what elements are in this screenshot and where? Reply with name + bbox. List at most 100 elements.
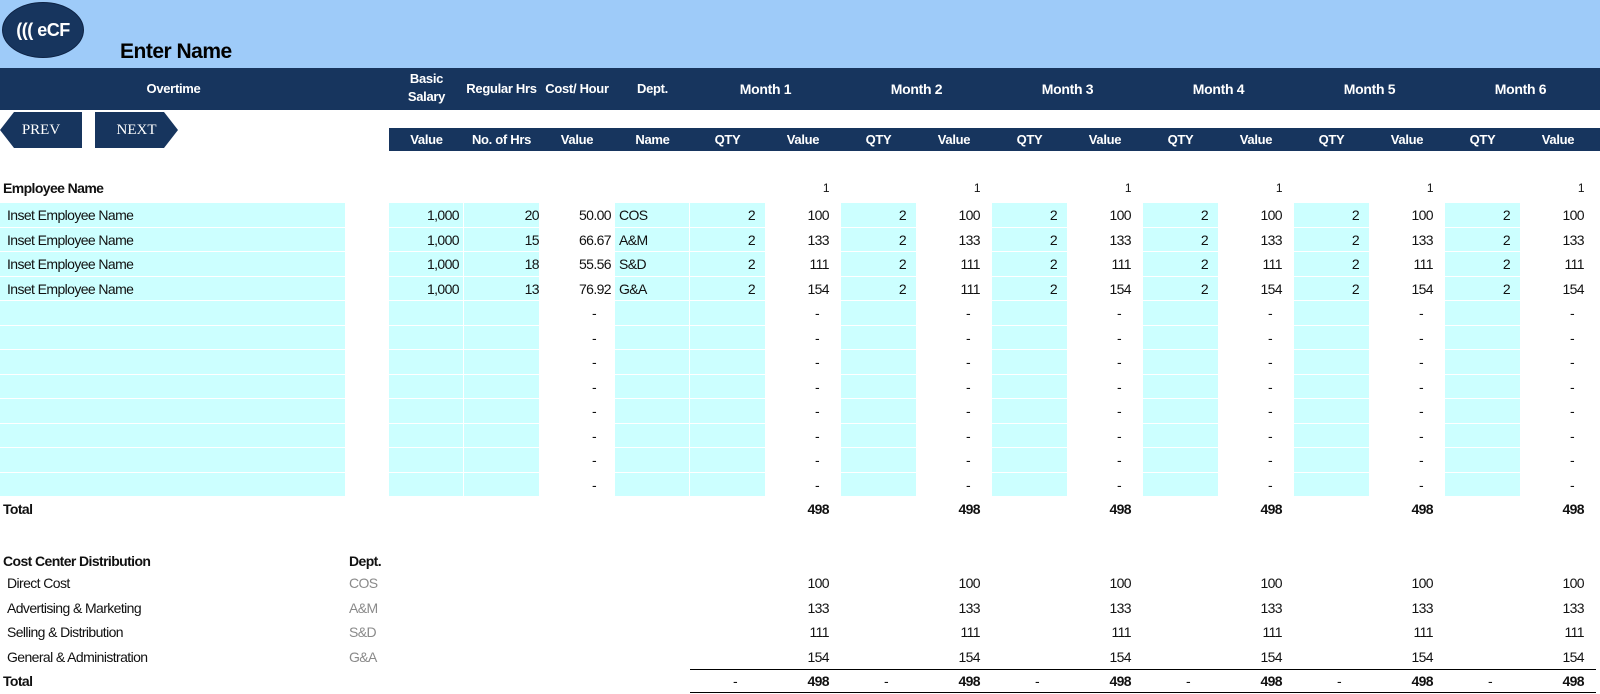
qty-value[interactable]: 2 [898, 256, 907, 272]
regular-hours-value[interactable]: 18 [524, 256, 540, 272]
qty-cell[interactable] [1445, 399, 1520, 424]
basic-salary-value[interactable]: 1,000 [426, 231, 460, 248]
employee-name-cell[interactable] [0, 301, 345, 326]
salary-cell[interactable] [389, 399, 463, 424]
qty-value[interactable]: 2 [898, 207, 907, 223]
qty-cell[interactable] [841, 203, 916, 228]
employee-name-cell[interactable] [0, 350, 345, 375]
qty-value[interactable]: 2 [1502, 280, 1511, 297]
hours-cell[interactable] [464, 203, 539, 228]
basic-salary-value[interactable]: 1,000 [426, 280, 460, 297]
qty-cell[interactable] [841, 325, 916, 350]
dept-cell[interactable] [615, 325, 689, 350]
qty-cell[interactable] [690, 399, 765, 424]
employee-name-cell[interactable] [0, 399, 345, 424]
qty-cell[interactable] [1143, 325, 1218, 350]
qty-cell[interactable] [1143, 423, 1218, 448]
regular-hours-value[interactable]: 20 [524, 207, 540, 223]
qty-cell[interactable] [1294, 252, 1369, 277]
hours-cell[interactable] [464, 350, 539, 375]
hours-cell[interactable] [464, 472, 539, 497]
qty-cell[interactable] [1143, 252, 1218, 277]
qty-value[interactable]: 2 [898, 231, 907, 248]
qty-cell[interactable] [841, 448, 916, 473]
qty-cell[interactable] [1445, 350, 1520, 375]
qty-cell[interactable] [1445, 252, 1520, 277]
qty-cell[interactable] [1294, 374, 1369, 399]
hours-cell[interactable] [464, 276, 539, 301]
qty-cell[interactable] [1143, 227, 1218, 252]
qty-value[interactable]: 2 [747, 231, 756, 248]
salary-cell[interactable] [389, 203, 463, 228]
next-button[interactable]: NEXT [95, 112, 178, 148]
dept-cell[interactable] [615, 252, 689, 277]
qty-cell[interactable] [1294, 448, 1369, 473]
employee-name[interactable]: Inset Employee Name [7, 280, 134, 297]
qty-cell[interactable] [992, 252, 1067, 277]
page-title[interactable]: Enter Name [120, 40, 232, 63]
employee-name-cell[interactable] [0, 227, 345, 252]
qty-cell[interactable] [992, 350, 1067, 375]
qty-cell[interactable] [1445, 325, 1520, 350]
qty-cell[interactable] [1143, 276, 1218, 301]
employee-name-cell[interactable] [0, 276, 345, 301]
qty-cell[interactable] [841, 374, 916, 399]
salary-cell[interactable] [389, 374, 463, 399]
qty-cell[interactable] [1143, 301, 1218, 326]
qty-value[interactable]: 2 [747, 207, 756, 223]
employee-name-cell[interactable] [0, 374, 345, 399]
qty-cell[interactable] [690, 472, 765, 497]
qty-cell[interactable] [690, 448, 765, 473]
qty-value[interactable]: 2 [1200, 256, 1209, 272]
qty-cell[interactable] [841, 227, 916, 252]
qty-cell[interactable] [992, 227, 1067, 252]
basic-salary-value[interactable]: 1,000 [426, 207, 460, 223]
qty-cell[interactable] [690, 276, 765, 301]
qty-value[interactable]: 2 [1200, 207, 1209, 223]
qty-value[interactable]: 2 [1351, 256, 1360, 272]
qty-cell[interactable] [841, 423, 916, 448]
qty-cell[interactable] [992, 423, 1067, 448]
qty-value[interactable]: 2 [1049, 207, 1058, 223]
qty-value[interactable]: 2 [1351, 280, 1360, 297]
dept-cell[interactable] [615, 423, 689, 448]
salary-cell[interactable] [389, 472, 463, 497]
hours-cell[interactable] [464, 423, 539, 448]
qty-cell[interactable] [1445, 472, 1520, 497]
salary-cell[interactable] [389, 252, 463, 277]
qty-cell[interactable] [992, 301, 1067, 326]
qty-cell[interactable] [841, 472, 916, 497]
qty-cell[interactable] [1294, 227, 1369, 252]
hours-cell[interactable] [464, 374, 539, 399]
qty-cell[interactable] [1445, 227, 1520, 252]
employee-name[interactable]: Inset Employee Name [7, 207, 134, 223]
qty-cell[interactable] [1294, 350, 1369, 375]
qty-cell[interactable] [690, 374, 765, 399]
qty-cell[interactable] [1294, 472, 1369, 497]
employee-name[interactable]: Inset Employee Name [7, 231, 134, 248]
regular-hours-value[interactable]: 15 [524, 231, 540, 248]
qty-value[interactable]: 2 [1351, 207, 1360, 223]
qty-value[interactable]: 2 [1502, 207, 1511, 223]
qty-cell[interactable] [1445, 301, 1520, 326]
dept-cell[interactable] [615, 448, 689, 473]
employee-name-cell[interactable] [0, 472, 345, 497]
qty-cell[interactable] [992, 203, 1067, 228]
salary-cell[interactable] [389, 423, 463, 448]
qty-cell[interactable] [1445, 276, 1520, 301]
qty-cell[interactable] [690, 252, 765, 277]
hours-cell[interactable] [464, 252, 539, 277]
qty-cell[interactable] [1445, 448, 1520, 473]
qty-cell[interactable] [1143, 350, 1218, 375]
hours-cell[interactable] [464, 227, 539, 252]
qty-value[interactable]: 2 [1502, 256, 1511, 272]
salary-cell[interactable] [389, 301, 463, 326]
employee-name-cell[interactable] [0, 203, 345, 228]
dept-cell[interactable] [615, 301, 689, 326]
qty-cell[interactable] [841, 252, 916, 277]
dept-name-value[interactable]: COS [619, 207, 648, 223]
dept-name-value[interactable]: S&D [619, 256, 647, 272]
qty-cell[interactable] [992, 276, 1067, 301]
qty-cell[interactable] [992, 325, 1067, 350]
qty-value[interactable]: 2 [1049, 256, 1058, 272]
